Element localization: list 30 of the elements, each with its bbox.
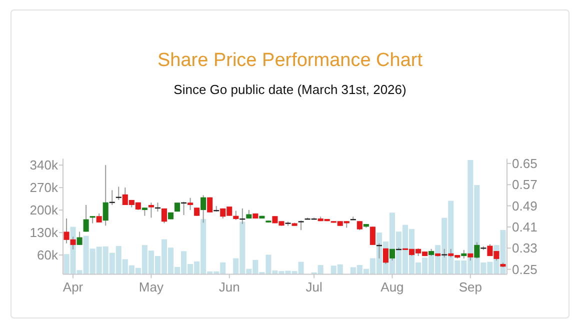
y2-tick-label: 0.57 [512, 177, 538, 192]
x-tick-label: Sep [458, 279, 482, 294]
candlestick [76, 231, 82, 246]
y2-tick-label: 0.49 [512, 198, 538, 214]
chart-subtitle: Since Go public date (March 31st, 2026) [174, 82, 406, 97]
candlestick [161, 208, 168, 224]
y2-tick-label: 0.41 [512, 220, 538, 234]
candlestick [370, 226, 376, 246]
y2-tick-label: 0.65 [512, 156, 538, 172]
y-tick-label: 340k [30, 158, 58, 173]
y-tick-label: 270k [30, 180, 58, 196]
chart-title: Share Price Performance Chart [157, 50, 424, 71]
y2-tick-label: 0.25 [512, 262, 538, 277]
x-tick-label: Jul [306, 279, 322, 294]
candlestick [188, 197, 194, 211]
candlestick [102, 164, 108, 226]
x-tick-label: May [138, 279, 164, 294]
y-tick-label: 60k [37, 248, 58, 263]
x-tick-label: Jun [218, 279, 240, 294]
x-tick-label: Apr [62, 279, 84, 294]
y-tick-label: 130k [30, 225, 58, 240]
y-tick-label: 200k [30, 202, 58, 218]
candlestick [474, 242, 480, 259]
candlestick [233, 210, 239, 221]
candlestick [298, 220, 304, 231]
candlestick [148, 202, 154, 218]
candlestick [83, 204, 89, 232]
x-tick-label: Aug [380, 279, 404, 294]
candlestick [207, 196, 213, 213]
y2-tick-label: 0.33 [512, 240, 538, 256]
